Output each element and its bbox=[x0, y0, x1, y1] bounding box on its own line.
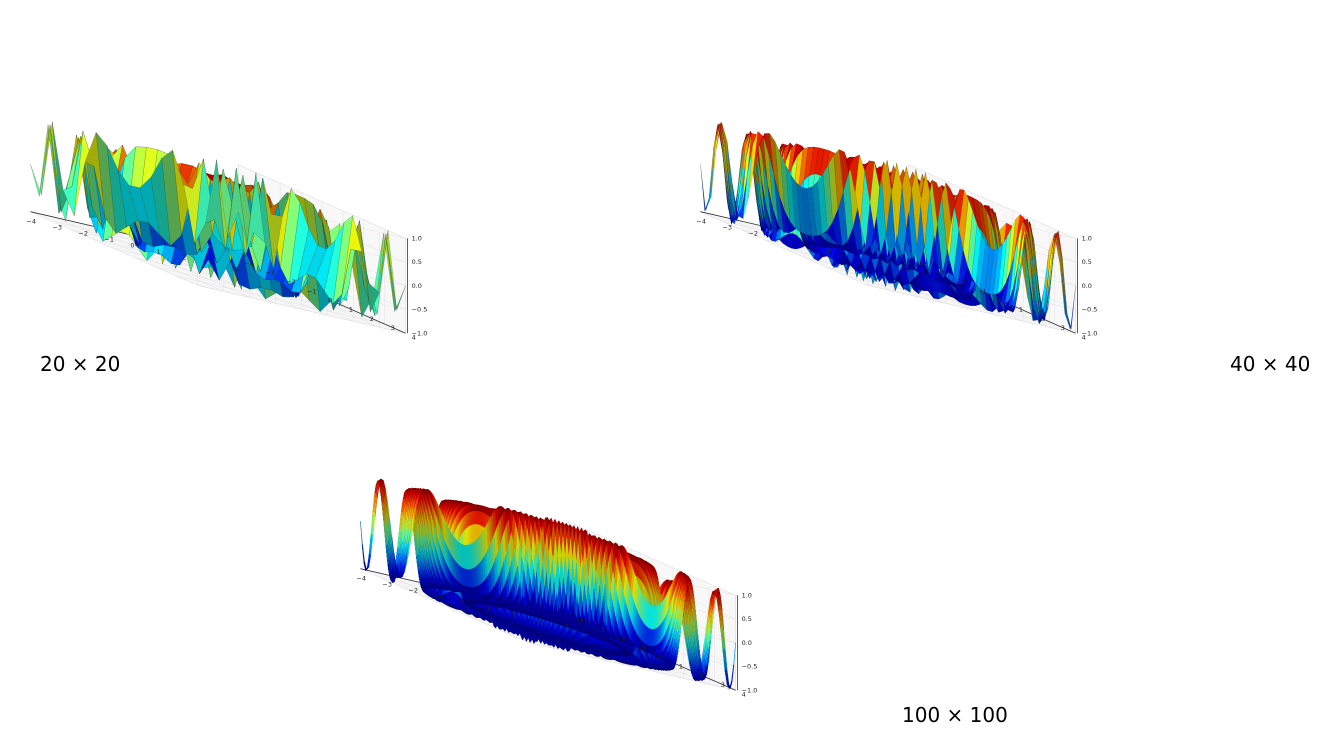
z-tick-label: 0.0 bbox=[1082, 282, 1092, 290]
x-tick-label: −1 bbox=[104, 236, 114, 244]
plot-caption: 20 × 20 bbox=[40, 352, 120, 376]
y-tick-label: −2 bbox=[956, 278, 966, 286]
surface-plot-100x100: −4−3−2−101234−4−3−2−101234−1.0−0.50.00.5… bbox=[356, 478, 1008, 727]
x-tick-label: 4 bbox=[234, 266, 238, 274]
surface-patch bbox=[359, 220, 380, 313]
surface-patch bbox=[262, 178, 283, 270]
y-tick-label: −2 bbox=[286, 278, 296, 286]
y-tick-label: 1 bbox=[1019, 306, 1023, 314]
y-tick-label: 3 bbox=[1061, 324, 1065, 332]
z-tick-label: −0.5 bbox=[412, 306, 428, 314]
surface-patch bbox=[280, 187, 301, 285]
x-tick-label: 3 bbox=[208, 260, 212, 268]
x-tick-label: 3 bbox=[878, 260, 882, 268]
z-tick-label: 1.0 bbox=[1082, 234, 1092, 242]
z-tick-label: 0.5 bbox=[1082, 258, 1092, 266]
x-tick-label: −2 bbox=[78, 230, 88, 238]
y-tick-label: 3 bbox=[391, 324, 395, 332]
surface-patch bbox=[324, 222, 345, 305]
surface-patch bbox=[1065, 285, 1076, 330]
surface-plot-40x40: −4−3−2−101234−4−3−2−101234−1.0−0.50.00.5… bbox=[696, 121, 1310, 376]
surface-patch bbox=[700, 164, 711, 212]
x-tick-label: 2 bbox=[852, 254, 856, 262]
z-tick-label: −1.0 bbox=[1082, 329, 1098, 337]
y-tick-label: 4 bbox=[412, 333, 416, 341]
surface-patch bbox=[227, 168, 248, 245]
z-tick-label: 1.0 bbox=[412, 234, 422, 242]
y-tick-label: 1 bbox=[349, 306, 353, 314]
x-tick-label: 1 bbox=[156, 248, 160, 256]
surface-patch bbox=[306, 245, 327, 279]
y-tick-label: 0 bbox=[328, 297, 332, 305]
y-tick-label: 2 bbox=[1040, 315, 1044, 323]
y-tick-label: −1 bbox=[307, 287, 317, 295]
x-tick-label: −3 bbox=[52, 224, 62, 232]
z-tick-label: 0.5 bbox=[412, 258, 422, 266]
surface-patch bbox=[315, 239, 336, 292]
x-tick-label: 1 bbox=[826, 248, 830, 256]
z-tick-label: 0.0 bbox=[412, 282, 422, 290]
x-tick-label: −4 bbox=[26, 218, 36, 226]
x-tick-label: 2 bbox=[182, 254, 186, 262]
surface-plot-20x20: −4−3−2−101234−4−3−2−101234−1.0−0.50.00.5… bbox=[26, 121, 428, 376]
x-tick-label: 4 bbox=[904, 266, 908, 274]
y-tick-label: −3 bbox=[265, 269, 275, 277]
y-tick-label: 0 bbox=[998, 297, 1002, 305]
y-tick-label: −1 bbox=[977, 287, 987, 295]
x-tick-label: −4 bbox=[696, 218, 706, 226]
surface-patch bbox=[1061, 255, 1072, 330]
plot-caption: 40 × 40 bbox=[1230, 352, 1310, 376]
x-tick-label: −3 bbox=[722, 224, 732, 232]
x-tick-label: 0 bbox=[800, 242, 804, 250]
y-tick-label: −4 bbox=[914, 260, 924, 268]
x-tick-label: −1 bbox=[774, 236, 784, 244]
x-tick-label: 0 bbox=[130, 242, 134, 250]
z-tick-label: −0.5 bbox=[1082, 306, 1098, 314]
z-tick-label: −1.0 bbox=[412, 329, 428, 337]
x-tick-label: −2 bbox=[748, 230, 758, 238]
y-tick-label: −3 bbox=[935, 269, 945, 277]
y-tick-label: 2 bbox=[370, 315, 374, 323]
y-tick-label: −4 bbox=[244, 260, 254, 268]
